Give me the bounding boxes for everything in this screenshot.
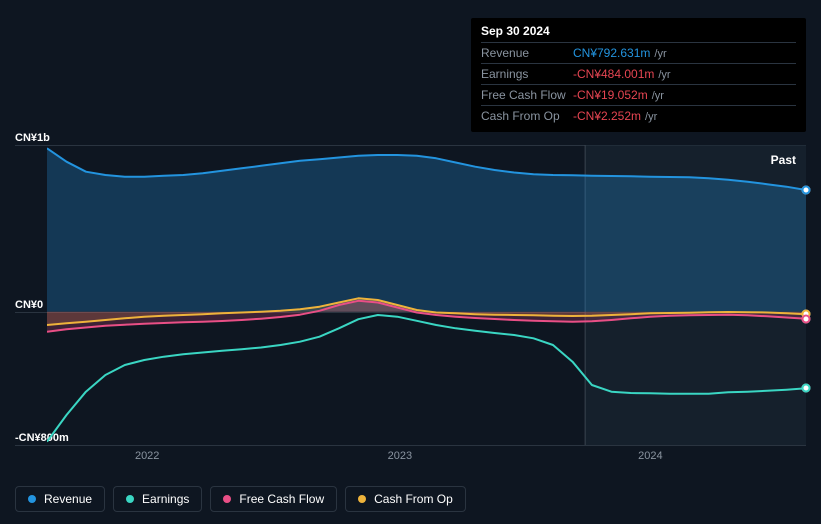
x-axis-tick-label: 2023 bbox=[388, 450, 412, 462]
x-axis-tick-label: 2022 bbox=[135, 450, 159, 462]
series-marker bbox=[802, 186, 811, 195]
legend-label: Cash From Op bbox=[374, 492, 453, 506]
tooltip-value: -CN¥19.052m bbox=[573, 88, 648, 102]
tooltip-label: Earnings bbox=[481, 67, 573, 81]
chart-legend: Revenue Earnings Free Cash Flow Cash From O… bbox=[15, 486, 466, 512]
tooltip-row: Free Cash Flow-CN¥19.052m/yr bbox=[481, 84, 796, 105]
legend-item[interactable]: Revenue bbox=[15, 486, 105, 512]
tooltip-value: CN¥792.631m bbox=[573, 46, 650, 60]
tooltip-suffix: /yr bbox=[654, 48, 666, 60]
chart-area: CN¥1bCN¥0-CN¥800m Past bbox=[15, 125, 806, 465]
legend-swatch-icon bbox=[28, 495, 36, 503]
legend-swatch-icon bbox=[223, 495, 231, 503]
tooltip-suffix: /yr bbox=[658, 69, 670, 81]
y-axis-tick-label: CN¥1b bbox=[15, 132, 50, 144]
tooltip-suffix: /yr bbox=[645, 111, 657, 123]
legend-label: Revenue bbox=[44, 492, 92, 506]
series-marker bbox=[802, 314, 811, 323]
legend-swatch-icon bbox=[126, 495, 134, 503]
tooltip-row: Cash From Op-CN¥2.252m/yr bbox=[481, 105, 796, 126]
plot-region[interactable]: Past bbox=[47, 145, 806, 445]
legend-item[interactable]: Free Cash Flow bbox=[210, 486, 337, 512]
data-tooltip: Sep 30 2024 RevenueCN¥792.631m/yrEarning… bbox=[471, 18, 806, 132]
gridline bbox=[15, 445, 806, 446]
y-axis-tick-label: CN¥0 bbox=[15, 299, 43, 311]
tooltip-suffix: /yr bbox=[652, 90, 664, 102]
tooltip-date: Sep 30 2024 bbox=[481, 24, 796, 42]
legend-swatch-icon bbox=[358, 495, 366, 503]
tooltip-value: -CN¥484.001m bbox=[573, 67, 654, 81]
tooltip-label: Revenue bbox=[481, 46, 573, 60]
tooltip-row: RevenueCN¥792.631m/yr bbox=[481, 42, 796, 63]
x-axis-labels: 2022 2023 2024 bbox=[47, 450, 806, 470]
past-label: Past bbox=[771, 153, 796, 167]
x-axis-tick-label: 2024 bbox=[638, 450, 662, 462]
chart-container: Sep 30 2024 RevenueCN¥792.631m/yrEarning… bbox=[0, 0, 821, 524]
series-marker bbox=[802, 384, 811, 393]
tooltip-value: -CN¥2.252m bbox=[573, 109, 641, 123]
tooltip-row: Earnings-CN¥484.001m/yr bbox=[481, 63, 796, 84]
tooltip-label: Free Cash Flow bbox=[481, 88, 573, 102]
legend-label: Earnings bbox=[142, 492, 189, 506]
legend-item[interactable]: Cash From Op bbox=[345, 486, 466, 512]
legend-label: Free Cash Flow bbox=[239, 492, 324, 506]
legend-item[interactable]: Earnings bbox=[113, 486, 202, 512]
tooltip-label: Cash From Op bbox=[481, 109, 573, 123]
